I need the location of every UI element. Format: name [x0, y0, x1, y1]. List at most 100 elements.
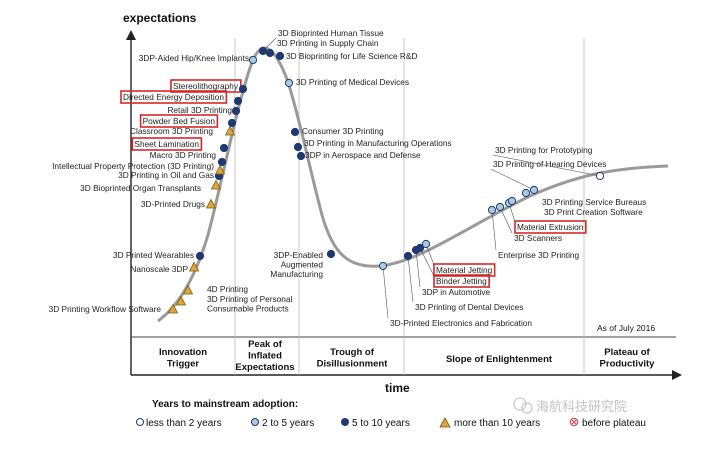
- technology-3d-bioprinted-organ-transplants-triangle-marker: [210, 179, 222, 190]
- technology-label-3d-printed-wearables: 3D Printed Wearables: [113, 250, 194, 260]
- technology-3d-printed-wearables-circle-marker: [195, 251, 205, 261]
- technology-label-powder-bed-fusion: Powder Bed Fusion: [143, 116, 216, 126]
- technology-label-intellectual-property-protection-3d-printing: Intellectual Property Protection (3D Pri…: [52, 161, 214, 171]
- technology-macro-3d-printing: Macro 3D Printing: [150, 150, 227, 167]
- legend-title: Years to mainstream adoption:: [152, 399, 298, 410]
- technology-label-classroom-3d-printing: Classroom 3D Printing: [130, 126, 213, 136]
- technology-label-3d-printing-service-bureaus: 3D Printing Service Bureaus: [542, 197, 646, 207]
- technology-3d-print-creation-software-circle-marker: [507, 196, 517, 206]
- technology-directed-energy-deposition-circle-marker: [233, 96, 243, 106]
- technology-label-3dp-enabled-augmented-manufacturing-line-3: Manufacturing: [270, 269, 323, 279]
- technology-leader-binder-jetting: [419, 247, 435, 277]
- technology-3d-bioprinting-for-life-science-r-d: 3D Bioprinting for Life Science R&D: [275, 51, 417, 61]
- technology-3d-printing-in-manufacturing-operations: 3D Printing in Manufacturing Operations: [293, 138, 452, 152]
- axes: expectations time: [123, 11, 682, 395]
- technology-3d-printed-drugs-triangle-marker: [205, 198, 217, 209]
- technology-label-3d-printing-of-personal-consumable-products-line-1: 3D Printing of Personal: [207, 294, 292, 304]
- technology-label-consumer-3d-printing: Consumer 3D Printing: [302, 126, 384, 136]
- legend-label-triangle: more than 10 years: [454, 418, 540, 429]
- legend-label-white: less than 2 years: [146, 418, 222, 429]
- highlight-box-binder-jetting: [433, 274, 490, 288]
- technology-leader-3d-printing-of-hearing-devices: [490, 168, 535, 191]
- legend-marker-dark: [341, 418, 349, 426]
- legend-label-light: 2 to 5 years: [262, 418, 314, 429]
- technology-3d-printed-drugs: 3D-Printed Drugs: [141, 198, 217, 209]
- technology-label-3d-bioprinted-organ-transplants: 3D Bioprinted Organ Transplants: [80, 183, 201, 193]
- technology-nanoscale-3dp-triangle-marker: [188, 261, 200, 272]
- technology-3d-printing-service-bureaus-circle-marker: [521, 188, 531, 198]
- technology-label-3d-printing-in-manufacturing-operations: 3D Printing in Manufacturing Operations: [304, 138, 452, 148]
- technology-3d-printing-in-supply-chain: 3D Printing in Supply Chain: [265, 38, 379, 58]
- technology-label-3dp-in-automotive: 3DP in Automotive: [422, 287, 490, 297]
- technology-3dp-aided-hip-knee-implants-circle-marker: [248, 55, 258, 65]
- technology-stereolithography-circle-marker: [238, 84, 248, 94]
- technology-consumer-3d-printing: Consumer 3D Printing: [290, 126, 384, 137]
- technology-3d-printing-workflow-software-triangle-marker: [167, 303, 179, 314]
- technology-label-3d-bioprinting-for-life-science-r-d: 3D Bioprinting for Life Science R&D: [286, 51, 417, 61]
- technology-label-4d-printing: 4D Printing: [207, 284, 248, 294]
- technology-label-macro-3d-printing: Macro 3D Printing: [150, 150, 217, 160]
- phase-label-4-line-1: Slope of Enlightenment: [446, 354, 553, 365]
- technology-label-directed-energy-deposition: Directed Energy Deposition: [123, 92, 224, 102]
- technology-3d-printing-in-supply-chain-circle-marker: [265, 48, 275, 58]
- technology-3d-printing-of-dental-devices-circle-marker: [403, 251, 413, 261]
- technology-label-retail-3d-printing: Retail 3D Printing: [167, 105, 232, 115]
- technology-leader-3d-printing-for-prototyping: [492, 154, 601, 177]
- phase-label-3-line-2: Disillusionment: [317, 359, 389, 370]
- technology-consumer-3d-printing-circle-marker: [290, 127, 300, 137]
- technology-label-3d-printed-drugs: 3D-Printed Drugs: [141, 199, 205, 209]
- as-of-note: As of July 2016: [597, 323, 655, 333]
- legend-marker-white: [136, 418, 144, 426]
- technology-enterprise-3d-printing-circle-marker: [487, 205, 497, 215]
- technology-4d-printing: 4D Printing: [182, 284, 248, 295]
- technology-3d-printing-in-manufacturing-operations-circle-marker: [293, 142, 303, 152]
- phase-label-2-line-2: Inflated: [248, 351, 282, 362]
- technology-3d-printing-of-medical-devices-circle-marker: [284, 78, 294, 88]
- technology-stereolithography: Stereolithography: [170, 79, 248, 94]
- technology-binder-jetting-circle-marker: [415, 243, 425, 253]
- technology-sheet-lamination: Sheet Lamination: [131, 137, 229, 153]
- technology-label-3dp-aided-hip-knee-implants: 3DP-Aided Hip/Knee Implants: [139, 53, 249, 63]
- legend-marker-light: [251, 418, 259, 426]
- technology-label-3d-bioprinted-human-tissue: 3D Bioprinted Human Tissue: [278, 28, 384, 38]
- technology-label-3d-printing-of-hearing-devices: 3D Printing of Hearing Devices: [493, 159, 606, 169]
- technology-label-material-extrusion: Material Extrusion: [517, 222, 584, 232]
- phase-label-5-line-2: Productivity: [600, 359, 656, 370]
- technology-3dp-in-aerospace-and-defense: 3DP in Aerospace and Defense: [296, 150, 421, 161]
- technology-sheet-lamination-circle-marker: [219, 143, 229, 153]
- technology-classroom-3d-printing-triangle-marker: [224, 125, 236, 136]
- technology-retail-3d-printing: Retail 3D Printing: [167, 105, 241, 116]
- technology-label-3d-printing-in-supply-chain: 3D Printing in Supply Chain: [277, 38, 379, 48]
- technology-3d-printed-electronics-and-fabrication-circle-marker: [378, 261, 388, 271]
- technology-label-3dp-enabled-augmented-manufacturing-line-2: Augmented: [281, 260, 324, 270]
- technology-3d-printed-wearables: 3D Printed Wearables: [113, 250, 205, 261]
- technology-3d-printing-of-medical-devices: 3D Printing of Medical Devices: [284, 77, 409, 88]
- phase-label-2-line-3: Expectations: [235, 362, 294, 373]
- technology-markers: 3D Printing Workflow Software 4D Printing…: [49, 28, 647, 328]
- technology-label-binder-jetting: Binder Jetting: [436, 276, 487, 286]
- technology-label-sheet-lamination: Sheet Lamination: [134, 139, 199, 149]
- technology-enterprise-3d-printing: Enterprise 3D Printing: [487, 205, 580, 260]
- technology-directed-energy-deposition: Directed Energy Deposition: [120, 90, 243, 106]
- technology-leader-enterprise-3d-printing: [491, 209, 497, 251]
- technology-label-3dp-in-aerospace-and-defense: 3DP in Aerospace and Defense: [305, 150, 421, 160]
- technology-3d-printing-in-oil-and-gas: 3D Printing in Oil and Gas: [118, 170, 224, 181]
- y-axis-label: expectations: [123, 11, 197, 25]
- phase-label-2-line-1: Peak of: [248, 339, 283, 350]
- technology-retail-3d-printing-circle-marker: [231, 106, 241, 116]
- technology-3d-bioprinted-organ-transplants: 3D Bioprinted Organ Transplants: [80, 179, 222, 193]
- phase-label-1-line-1: Innovation: [159, 347, 207, 358]
- highlight-box-sheet-lamination: [131, 137, 203, 151]
- phase-label-3-line-1: Trough of: [330, 347, 375, 358]
- x-axis-arrowhead: [672, 370, 682, 380]
- legend: Years to mainstream adoption: less than …: [136, 399, 646, 429]
- technology-3d-printing-workflow-software: 3D Printing Workflow Software: [49, 303, 179, 314]
- technology-3d-printing-service-bureaus: 3D Printing Service Bureaus: [521, 188, 646, 207]
- highlight-box-material-extrusion: [514, 220, 587, 234]
- technology-3d-bioprinting-for-life-science-r-d-circle-marker: [275, 51, 285, 61]
- technology-label-material-jetting: Material Jetting: [436, 265, 493, 275]
- technology-intellectual-property-protection-3d-printing-triangle-marker: [214, 164, 226, 175]
